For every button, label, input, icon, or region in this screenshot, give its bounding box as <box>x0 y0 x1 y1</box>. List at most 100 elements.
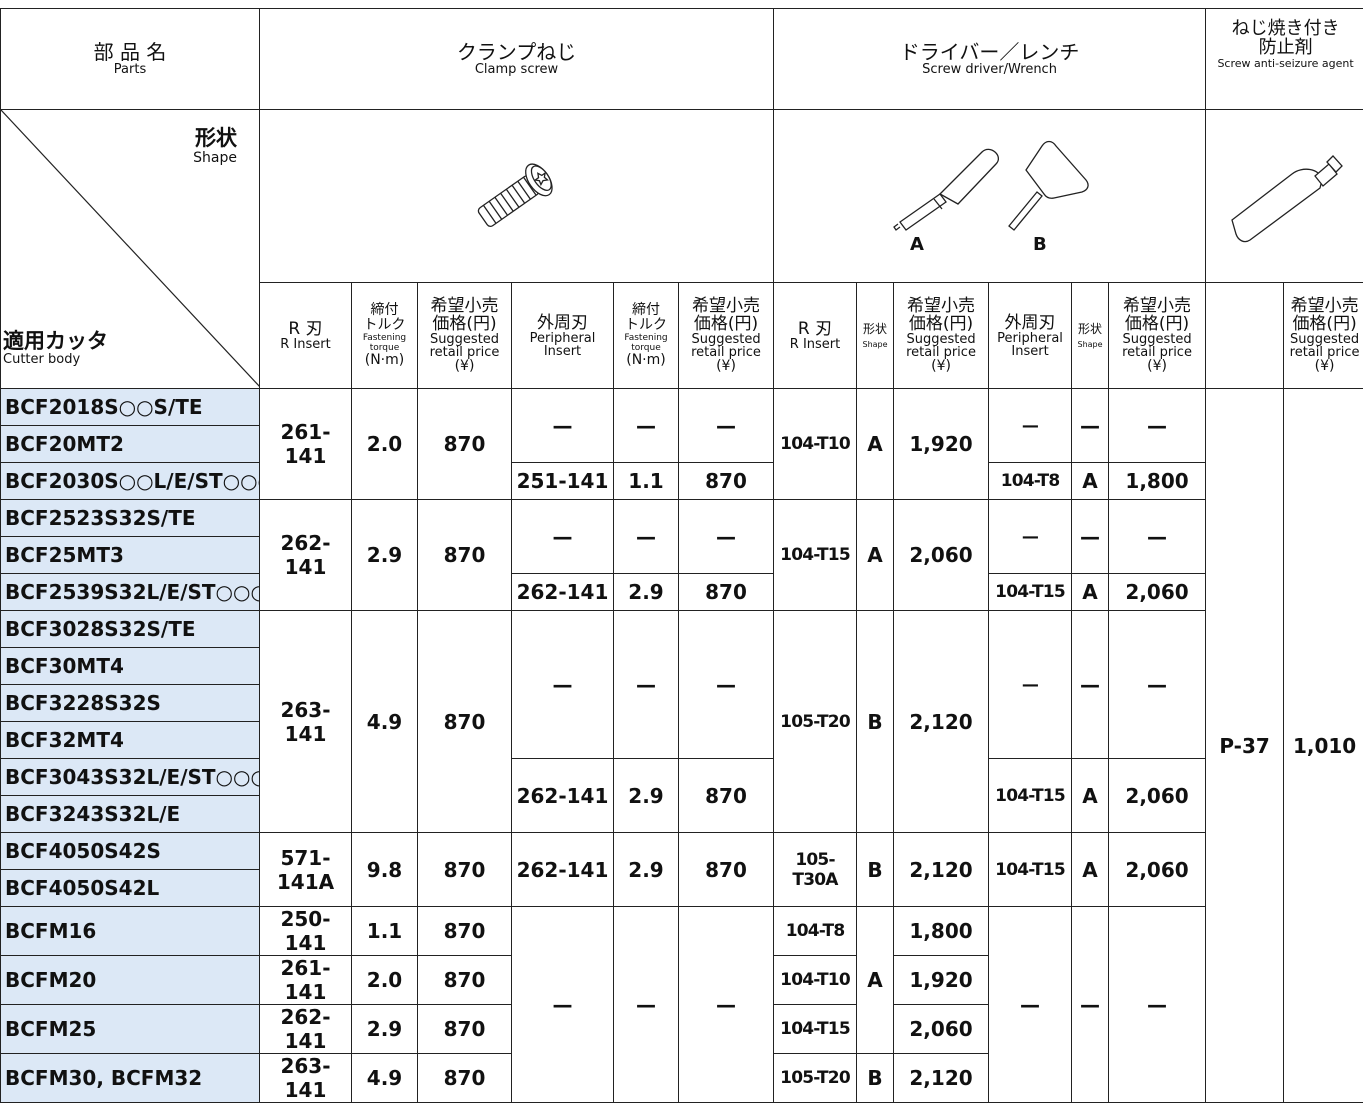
cutter-label: 適用カッタ <box>3 325 108 355</box>
data-cell: 4.9 <box>352 1054 418 1103</box>
header-en: Screw anti-seizure agent <box>1206 57 1363 71</box>
data-cell: 2,060 <box>1109 574 1206 611</box>
data-cell: 262-141 <box>512 574 614 611</box>
data-cell: 2,060 <box>1109 759 1206 833</box>
subheader-ja: R 刃 <box>774 320 856 338</box>
data-cell: 262-141 <box>512 833 614 907</box>
data-cell: 104-T15 <box>989 759 1072 833</box>
data-cell: 105-T20 <box>774 1054 857 1103</box>
cutter-name: BCF30MT4 <box>1 648 260 685</box>
data-cell: 261-141 <box>260 389 352 500</box>
data-cell: 261-141 <box>260 956 352 1005</box>
data-cell: 2,060 <box>1109 833 1206 907</box>
data-cell: 1,800 <box>1109 463 1206 500</box>
data-cell: — <box>1109 389 1206 463</box>
cutter-name: BCF4050S42L <box>1 870 260 907</box>
subheader-ja: 価格(円) <box>1284 315 1363 333</box>
data-cell: 263-141 <box>260 1054 352 1103</box>
data-cell: — <box>512 500 614 574</box>
subheader-ja: 外周刃 <box>512 314 613 332</box>
data-cell: A <box>1072 833 1109 907</box>
subheader-en: Peripheral <box>989 332 1071 345</box>
cutter-name: BCF2539S32L/E/ST○○○ <box>1 574 260 611</box>
data-cell: 1,920 <box>894 389 989 500</box>
subheader-unit: (N·m) <box>352 353 417 368</box>
data-cell: 870 <box>679 833 774 907</box>
cutter-name: BCF25MT3 <box>1 537 260 574</box>
subheader-en: R Insert <box>260 338 351 351</box>
data-cell: 870 <box>418 1054 512 1103</box>
data-cell: 250-141 <box>260 907 352 956</box>
subheader-ja: トルク <box>614 318 678 333</box>
subheader-ja: 締付 <box>614 303 678 318</box>
cutter-name: BCF32MT4 <box>1 722 260 759</box>
data-cell: 870 <box>418 500 512 611</box>
header-en: Parts <box>1 63 259 77</box>
data-cell: — <box>989 389 1072 463</box>
subheader-ja: 希望小売 <box>1284 297 1363 315</box>
data-cell: 104-T10 <box>774 956 857 1005</box>
data-cell: 262-141 <box>260 1005 352 1054</box>
subheader-ja: 形状 <box>857 320 893 338</box>
data-cell: 105-T20 <box>774 611 857 833</box>
header-ja: 防止剤 <box>1206 38 1363 57</box>
subheader-ja: R 刃 <box>260 320 351 338</box>
cutter-name: BCF2523S32S/TE <box>1 500 260 537</box>
data-cell: 104-T15 <box>989 833 1072 907</box>
screw-icon <box>457 149 577 239</box>
subheader-en: Insert <box>512 345 613 358</box>
data-cell: 262-141 <box>512 759 614 833</box>
data-cell: 4.9 <box>352 611 418 833</box>
subheader-ja: 希望小売 <box>1109 297 1205 315</box>
cutter-label-en: Cutter body <box>3 352 80 367</box>
empty-cell <box>1206 283 1284 389</box>
data-cell: A <box>1072 759 1109 833</box>
subheader-en: Fastening <box>614 333 678 343</box>
data-cell: 870 <box>418 907 512 956</box>
subheader-unit: (¥) <box>894 359 988 374</box>
data-cell: 104-T8 <box>989 463 1072 500</box>
data-cell: — <box>1109 611 1206 759</box>
subheader-ja: 価格(円) <box>679 315 773 333</box>
data-cell: 2.0 <box>352 389 418 500</box>
data-cell: 104-T15 <box>774 1005 857 1054</box>
diagonal-cell: 形状 Shape 適用カッタ Cutter body <box>1 110 260 389</box>
data-cell: — <box>679 500 774 574</box>
data-cell: B <box>857 611 894 833</box>
cutter-name: BCFM20 <box>1 956 260 1005</box>
cutter-name: BCF3028S32S/TE <box>1 611 260 648</box>
data-cell: — <box>614 611 679 759</box>
subheader-en: R Insert <box>774 338 856 351</box>
data-cell: 2.9 <box>352 1005 418 1054</box>
subheader-ja: 希望小売 <box>894 297 988 315</box>
data-cell: 571-141A <box>260 833 352 907</box>
header-ja: ドライバー／レンチ <box>774 41 1205 63</box>
agent-cell <box>1206 110 1363 283</box>
data-cell: P-37 <box>1206 389 1284 1103</box>
data-cell: 104-T15 <box>989 574 1072 611</box>
header-ja: ねじ焼き付き <box>1206 19 1363 38</box>
data-cell: — <box>1072 907 1109 1103</box>
data-cell: — <box>614 500 679 574</box>
subheader-ja: 希望小売 <box>679 297 773 315</box>
data-cell: 9.8 <box>352 833 418 907</box>
data-cell: 2.9 <box>614 833 679 907</box>
shape-label: 形状 <box>195 122 237 152</box>
data-cell: — <box>512 389 614 463</box>
data-cell: 2,060 <box>894 1005 989 1054</box>
data-cell: — <box>679 611 774 759</box>
